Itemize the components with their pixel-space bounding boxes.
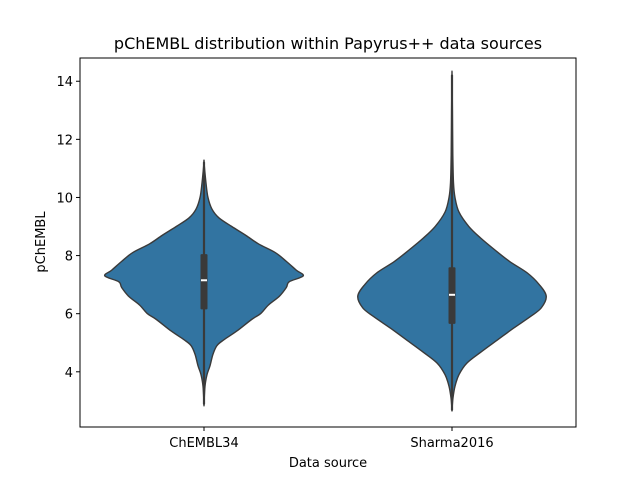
y-tick-label: 10 [56, 191, 73, 206]
x-axis: ChEMBL34 Sharma2016 [169, 427, 494, 451]
y-tick-label: 14 [56, 75, 73, 90]
y-axis: 4 6 8 10 12 14 [56, 75, 80, 381]
y-axis-label: pChEMBL [34, 211, 49, 273]
violins-group [103, 70, 547, 412]
x-tick-label: ChEMBL34 [169, 436, 238, 451]
y-tick-label: 4 [65, 366, 73, 381]
violin-iqr-box [200, 254, 208, 310]
y-tick-label: 12 [56, 133, 73, 148]
y-tick-label: 8 [65, 250, 73, 265]
x-tick-label: Sharma2016 [410, 436, 493, 451]
plot-frame [79, 57, 577, 428]
y-tick-label: 6 [65, 308, 73, 323]
x-axis-label: Data source [289, 456, 367, 471]
chart-title: pChEMBL distribution within Papyrus++ da… [114, 34, 542, 53]
